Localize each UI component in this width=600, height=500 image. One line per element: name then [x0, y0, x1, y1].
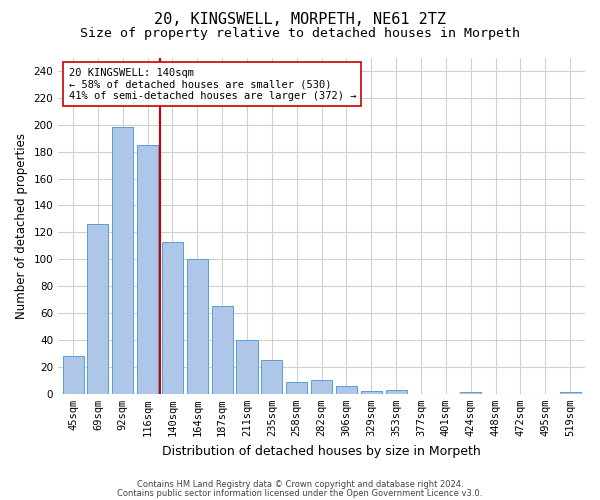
- Bar: [212, 306, 233, 394]
- Text: Size of property relative to detached houses in Morpeth: Size of property relative to detached ho…: [80, 28, 520, 40]
- Bar: [386, 390, 407, 394]
- Bar: [62, 356, 83, 394]
- Bar: [286, 382, 307, 394]
- Bar: [112, 128, 133, 394]
- Text: Contains HM Land Registry data © Crown copyright and database right 2024.: Contains HM Land Registry data © Crown c…: [137, 480, 463, 489]
- X-axis label: Distribution of detached houses by size in Morpeth: Distribution of detached houses by size …: [162, 444, 481, 458]
- Bar: [88, 224, 109, 394]
- Bar: [162, 242, 183, 394]
- Bar: [187, 260, 208, 394]
- Bar: [311, 380, 332, 394]
- Text: 20, KINGSWELL, MORPETH, NE61 2TZ: 20, KINGSWELL, MORPETH, NE61 2TZ: [154, 12, 446, 28]
- Bar: [460, 392, 481, 394]
- Text: Contains public sector information licensed under the Open Government Licence v3: Contains public sector information licen…: [118, 488, 482, 498]
- Bar: [336, 386, 357, 394]
- Text: 20 KINGSWELL: 140sqm
← 58% of detached houses are smaller (530)
41% of semi-deta: 20 KINGSWELL: 140sqm ← 58% of detached h…: [69, 68, 356, 101]
- Bar: [137, 145, 158, 394]
- Bar: [262, 360, 283, 394]
- Bar: [361, 391, 382, 394]
- Y-axis label: Number of detached properties: Number of detached properties: [15, 132, 28, 318]
- Bar: [560, 392, 581, 394]
- Bar: [236, 340, 257, 394]
